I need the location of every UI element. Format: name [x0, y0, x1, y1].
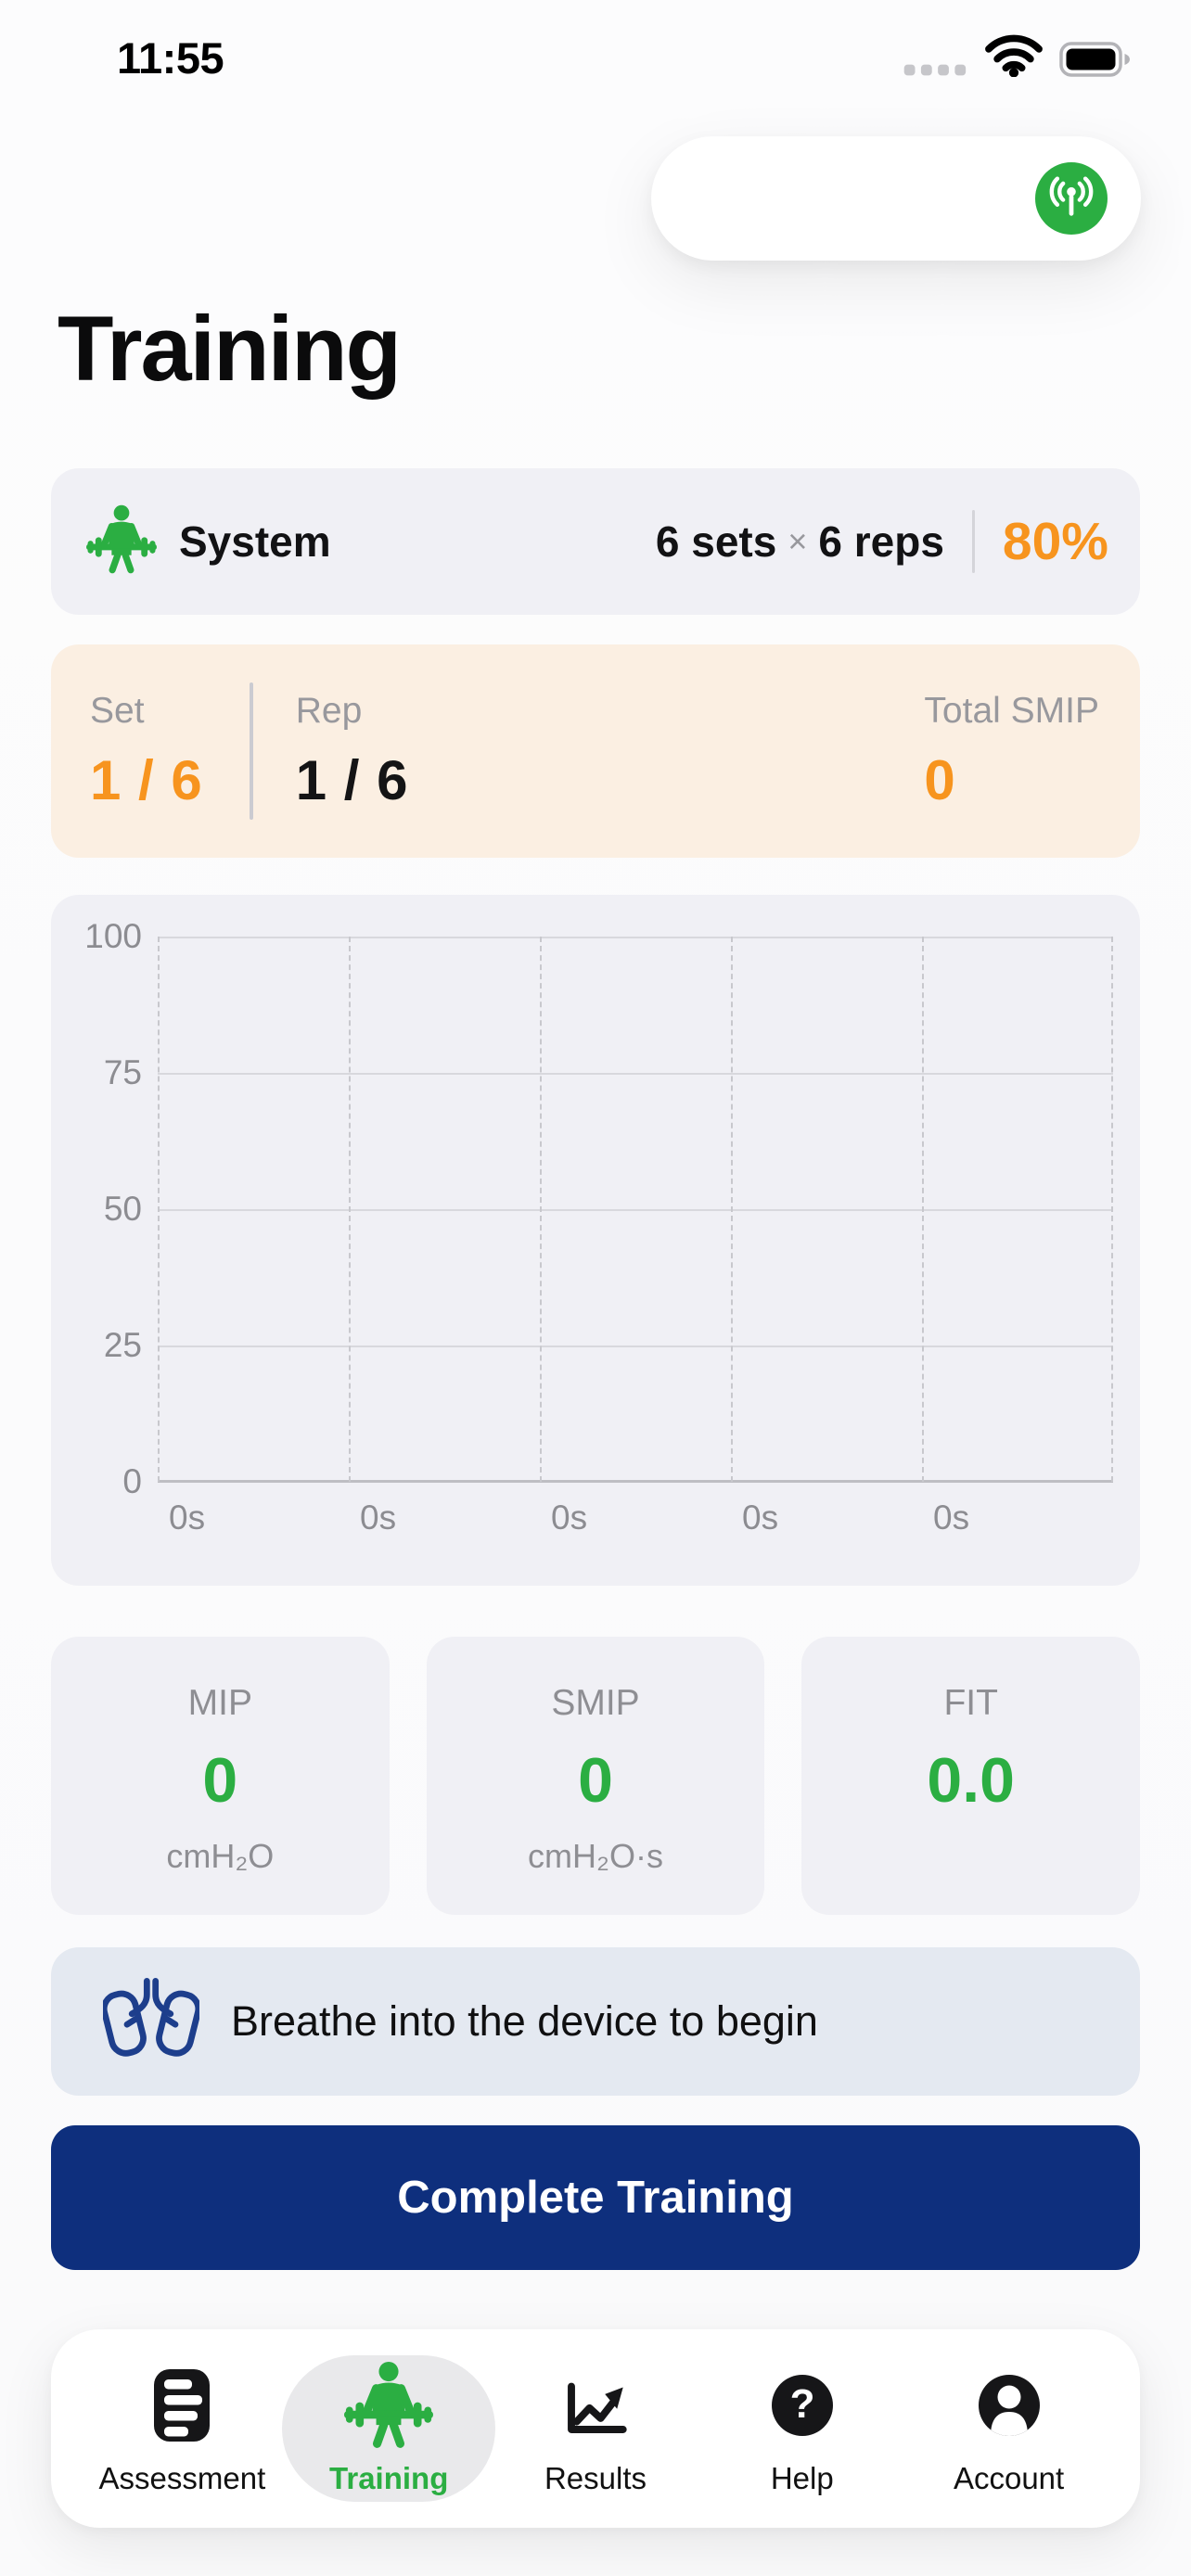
help-icon: ? — [771, 2361, 834, 2450]
gridline-vertical — [349, 937, 351, 1482]
gridline-horizontal — [158, 937, 1113, 938]
tab-label: Results — [544, 2461, 647, 2495]
stats-row: MIP 0 cmH₂O SMIP 0 cmH₂O·s FIT 0.0 — [51, 1637, 1141, 1915]
mip-card: MIP 0 cmH₂O — [51, 1637, 390, 1915]
mip-unit: cmH₂O — [166, 1837, 275, 1875]
sets-value: 6 sets — [655, 517, 777, 566]
set-label: Set — [90, 690, 145, 731]
battery-icon — [1059, 42, 1132, 82]
protocol-name: System — [179, 517, 331, 566]
account-icon — [978, 2361, 1041, 2450]
status-icons — [903, 33, 1132, 82]
clock-time: 11:55 — [117, 32, 224, 83]
x-axis-line — [158, 1480, 1113, 1483]
pressure-chart-card: 100 75 50 25 0 0s 0s 0s 0s 0s — [51, 895, 1140, 1586]
tab-label: Help — [770, 2461, 834, 2495]
fit-label: FIT — [943, 1683, 998, 1723]
tab-assessment[interactable]: Assessment — [79, 2329, 286, 2528]
status-bar: 11:55 — [0, 28, 1191, 87]
intensity-value: 80% — [1002, 512, 1108, 571]
multiply-sign: × — [788, 522, 808, 560]
protocol-specs: 6 sets × 6 reps 80% — [656, 510, 1108, 573]
fit-value: 0.0 — [927, 1745, 1015, 1816]
results-icon — [559, 2361, 632, 2450]
total-smip-value: 0 — [924, 748, 956, 811]
weightlifter-icon — [86, 504, 157, 580]
y-tick: 0 — [122, 1462, 142, 1500]
gridline-horizontal — [158, 1209, 1113, 1211]
gridline-horizontal — [158, 1073, 1113, 1075]
set-progress: Set 1 / 6 — [90, 691, 203, 812]
smip-unit: cmH₂O·s — [528, 1837, 663, 1875]
y-tick: 50 — [103, 1190, 142, 1228]
svg-text:?: ? — [789, 2381, 814, 2427]
y-tick: 100 — [84, 917, 142, 955]
vertical-divider — [249, 682, 253, 820]
tab-bar: Assessment — [51, 2329, 1140, 2528]
gridline-vertical — [1111, 937, 1113, 1482]
weightlifter-icon — [344, 2361, 434, 2450]
instruction-banner: Breathe into the device to begin — [51, 1947, 1140, 2096]
vertical-divider — [971, 510, 975, 573]
gridline-horizontal — [158, 1345, 1113, 1347]
fit-card: FIT 0.0 — [801, 1637, 1141, 1915]
x-tick: 0s — [360, 1498, 397, 1537]
device-connection-pill[interactable] — [651, 136, 1141, 261]
tab-label: Account — [953, 2461, 1065, 2495]
progress-card: Set 1 / 6 Rep 1 / 6 Total SMIP 0 — [51, 644, 1140, 858]
tab-label: Assessment — [98, 2461, 266, 2495]
cellular-dots-icon — [903, 63, 968, 82]
gridline-vertical — [731, 937, 733, 1482]
gridline-vertical — [158, 937, 160, 1482]
smip-value: 0 — [578, 1745, 613, 1816]
rep-progress: Rep 1 / 6 — [296, 691, 409, 812]
total-smip: Total SMIP 0 — [924, 691, 1099, 812]
rep-label: Rep — [295, 690, 363, 731]
smip-label: SMIP — [551, 1683, 640, 1723]
mip-value: 0 — [202, 1745, 238, 1816]
gridline-vertical — [540, 937, 542, 1482]
rep-value: 1 / 6 — [295, 748, 409, 811]
assessment-icon — [154, 2361, 211, 2450]
wifi-icon — [985, 33, 1043, 82]
tab-help[interactable]: ? Help — [698, 2329, 905, 2528]
x-tick: 0s — [933, 1498, 970, 1537]
y-tick: 25 — [103, 1326, 142, 1364]
x-tick: 0s — [169, 1498, 206, 1537]
instruction-text: Breathe into the device to begin — [231, 1997, 818, 2045]
protocol-card: System 6 sets × 6 reps 80% — [51, 468, 1140, 615]
x-tick: 0s — [551, 1498, 588, 1537]
broadcast-icon[interactable] — [1035, 162, 1108, 235]
complete-training-button[interactable]: Complete Training — [51, 2125, 1140, 2270]
chart-plot-area: 100 75 50 25 0 0s 0s 0s 0s 0s — [84, 917, 1113, 1537]
tab-label: Training — [329, 2461, 449, 2495]
smip-card: SMIP 0 cmH₂O·s — [426, 1637, 765, 1915]
total-smip-label: Total SMIP — [924, 690, 1099, 731]
mip-label: MIP — [187, 1683, 252, 1723]
y-tick: 75 — [103, 1053, 142, 1091]
x-tick: 0s — [742, 1498, 779, 1537]
lungs-icon — [100, 1977, 202, 2067]
gridline-vertical — [922, 937, 924, 1482]
tab-account[interactable]: Account — [905, 2329, 1112, 2528]
set-value: 1 / 6 — [90, 748, 203, 811]
tab-results[interactable]: Results — [493, 2329, 699, 2528]
reps-value: 6 reps — [818, 517, 944, 566]
page-title: Training — [58, 297, 402, 400]
tab-training[interactable]: Training — [286, 2329, 493, 2528]
